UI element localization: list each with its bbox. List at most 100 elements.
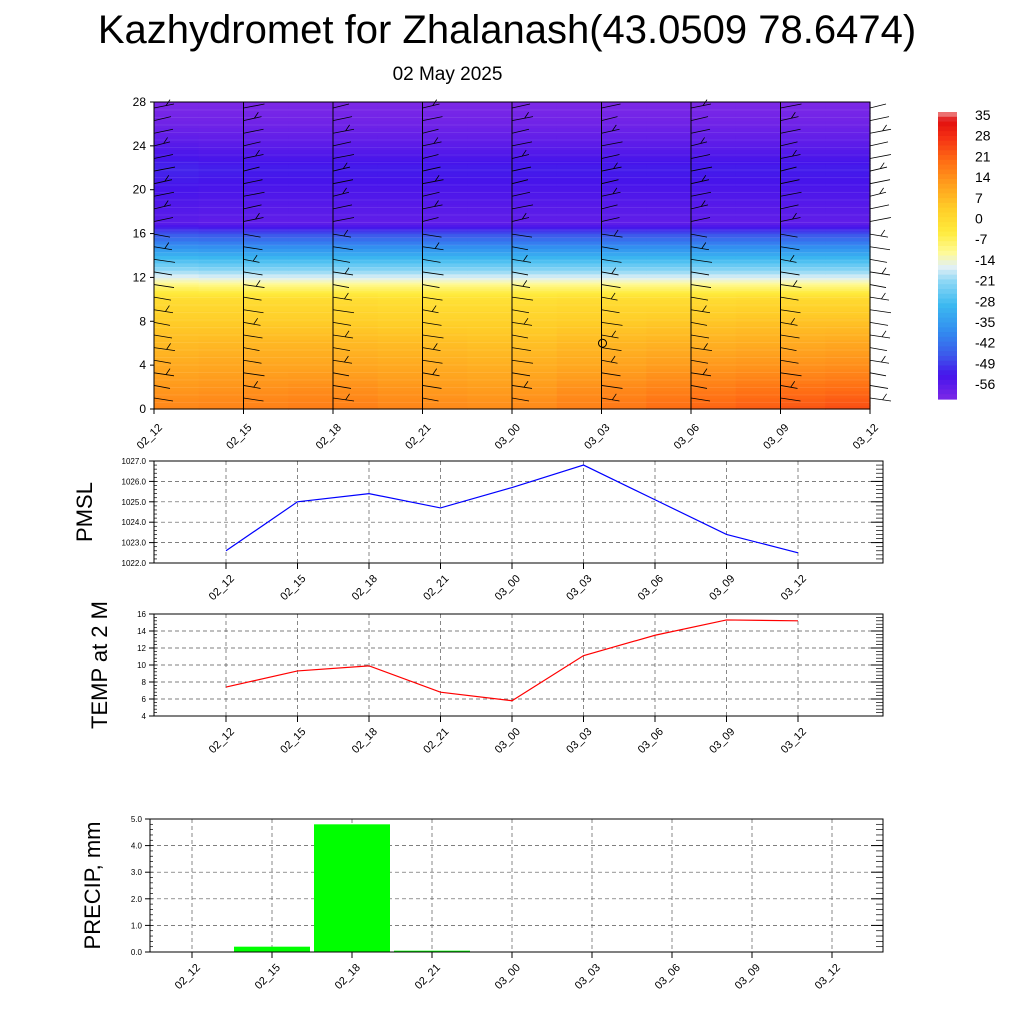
heatmap-cell — [601, 175, 647, 180]
heatmap-cell — [154, 343, 200, 348]
wind-barb — [243, 372, 265, 377]
heatmap-cell — [198, 299, 245, 304]
wind-barb — [690, 217, 711, 222]
heatmap-cell — [556, 109, 603, 114]
heatmap-cell — [780, 134, 826, 140]
x-tick-label: 02_15 — [278, 573, 308, 603]
colorbar-swatch — [938, 198, 957, 204]
heatmap-cell — [198, 286, 245, 289]
colorbar-swatch — [938, 370, 957, 376]
heatmap-cell — [288, 266, 334, 271]
y-tick-label: 10 — [137, 661, 146, 670]
heatmap-cell — [512, 240, 558, 246]
heatmap-cell — [556, 207, 603, 213]
heatmap-cell — [601, 207, 647, 213]
heatmap-cell — [154, 405, 200, 410]
wind-barb — [332, 309, 355, 314]
heatmap-cell — [377, 220, 424, 224]
heatmap-cell — [198, 193, 245, 198]
heatmap-cell — [288, 390, 334, 395]
y-tick-label: 1023.0 — [122, 539, 147, 548]
heatmap-cell — [422, 138, 468, 143]
heatmap-cell — [646, 218, 692, 222]
heatmap-cell — [377, 390, 424, 395]
heatmap-cell — [243, 220, 289, 224]
heatmap-cell — [154, 270, 200, 275]
wind-barb-flag — [344, 355, 349, 363]
heatmap-cell — [422, 244, 468, 249]
heatmap-cell — [780, 171, 826, 176]
heatmap-cell — [601, 292, 647, 295]
heatmap-cell — [601, 361, 647, 366]
heatmap-cell — [422, 251, 468, 257]
wind-barb-flag — [523, 317, 529, 325]
wind-barb — [601, 128, 620, 134]
heatmap-cell — [825, 295, 871, 299]
heatmap-cell — [243, 167, 289, 173]
heatmap-cell — [422, 153, 468, 158]
colorbar-swatch — [938, 332, 957, 338]
wind-barb-flag — [881, 292, 886, 300]
wind-barb — [869, 334, 891, 339]
heatmap-cell — [377, 167, 424, 173]
colorbar-swatch — [938, 341, 957, 347]
heatmap-cell — [154, 200, 200, 205]
heatmap-cell — [735, 138, 782, 143]
heatmap-cell — [243, 282, 289, 286]
heatmap-cell — [288, 134, 334, 140]
heatmap-cell — [154, 295, 200, 299]
x-tick-label: 02_21 — [413, 962, 443, 992]
heatmap-cell — [198, 293, 245, 297]
heatmap-cell — [646, 171, 692, 176]
heatmap-cell — [154, 288, 200, 291]
heatmap-cell — [735, 231, 782, 235]
wind-barb — [690, 246, 710, 251]
heatmap-cell — [556, 390, 603, 395]
wind-barb — [690, 191, 712, 197]
heatmap-cell — [691, 372, 737, 377]
wind-barb — [243, 385, 261, 389]
x-tick-label: 03_12 — [779, 573, 809, 603]
heatmap-cell — [154, 109, 200, 114]
heatmap-cell — [288, 346, 334, 352]
heatmap-cell — [646, 153, 692, 158]
heatmap-cell — [512, 224, 558, 227]
heatmap-cell — [735, 376, 782, 381]
heatmap-cell — [198, 240, 245, 246]
heatmap-cell — [691, 200, 737, 205]
heatmap-cell — [288, 401, 334, 406]
heatmap-cell — [735, 193, 782, 198]
wind-barb — [869, 233, 889, 238]
heatmap-cell — [825, 186, 871, 191]
heatmap-cell — [243, 313, 289, 319]
heatmap-cell — [422, 228, 468, 231]
wind-barb-flag — [431, 305, 437, 312]
heatmap-cell — [691, 387, 737, 392]
colorbar-swatch — [938, 140, 957, 147]
heatmap-cell — [467, 387, 513, 392]
heatmap-cell — [691, 332, 737, 337]
heatmap-cell — [377, 270, 424, 275]
heatmap-cell — [512, 313, 558, 319]
heatmap-cell — [377, 277, 424, 280]
wind-barb — [690, 141, 708, 147]
colorbar-swatch — [938, 217, 957, 223]
wind-barb — [422, 385, 442, 389]
heatmap-cell — [780, 383, 826, 388]
colorbar-swatch — [938, 250, 957, 257]
heatmap-cell — [288, 228, 334, 231]
heatmap-cell — [288, 306, 334, 311]
heatmap-cell — [691, 207, 737, 213]
heatmap-cell — [556, 350, 603, 355]
heatmap-cell — [780, 105, 826, 110]
wind-barb — [243, 321, 261, 326]
heatmap-cell — [333, 281, 379, 284]
y-tick-label: 3.0 — [131, 868, 143, 877]
heatmap-cell — [243, 134, 289, 140]
heatmap-cell — [467, 293, 513, 297]
heatmap-cell — [556, 361, 603, 366]
colorbar-label: 0 — [975, 211, 983, 227]
heatmap-cell — [377, 215, 424, 218]
heatmap-cell — [288, 361, 334, 366]
heatmap-cell — [467, 138, 513, 143]
